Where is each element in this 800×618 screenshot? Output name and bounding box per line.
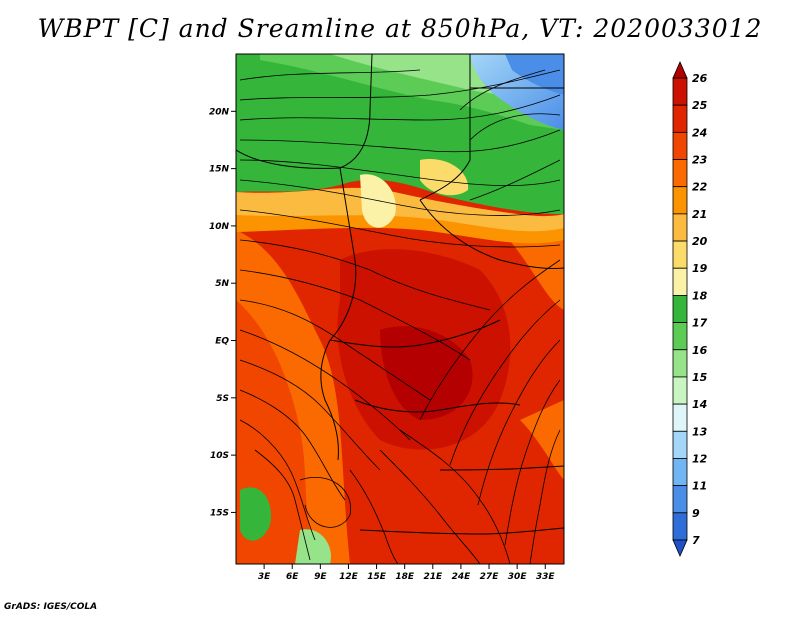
field-22-se: [520, 400, 564, 480]
colorbar-label: 20: [692, 235, 708, 248]
lon-label: 9E: [314, 572, 327, 582]
colorbar-label: 9: [692, 507, 700, 520]
streamlines: [239, 69, 561, 564]
wbpt-field: [236, 54, 564, 564]
colorbar-label: 17: [692, 317, 708, 330]
colorbar-segment: [672, 430, 688, 459]
colorbar-label: 15: [692, 371, 708, 384]
colorbar-label: 16: [692, 344, 708, 357]
colorbar-segment: [672, 376, 688, 405]
colorbar-segment: [672, 512, 688, 541]
country-borders: [236, 54, 564, 535]
colorbar-segment: [672, 403, 688, 432]
colorbar-label: 21: [692, 208, 707, 221]
colorbar-label: 13: [692, 425, 708, 438]
colorbar-label: 18: [692, 289, 708, 302]
colorbar-label: 14: [692, 398, 707, 411]
lon-label: 27E: [480, 572, 500, 582]
colorbar-label: 11: [692, 480, 707, 493]
colorbar-label: 25: [692, 99, 708, 112]
lat-label: EQ: [215, 337, 229, 347]
colorbar: 26 25 24 23 22 21 20 19 18 17 16 15 14 13 12 11 9 7: [672, 61, 708, 557]
lat-label: 10N: [209, 222, 230, 232]
lon-label: 6E: [286, 572, 299, 582]
colorbar-label: 24: [692, 126, 707, 139]
colorbar-label: 12: [692, 452, 708, 465]
colorbar-segment: [672, 485, 688, 514]
lon-label: 3E: [258, 572, 271, 582]
colorbar-label: 26: [692, 72, 708, 85]
colorbar-label: 19: [692, 262, 708, 275]
colorbar-bottom-tip: [672, 539, 688, 557]
field-17-sw: [240, 487, 271, 541]
lon-label: 24E: [452, 572, 472, 582]
colorbar-label: 23: [692, 154, 708, 167]
lat-label: 15N: [209, 165, 230, 175]
lon-label: 33E: [536, 572, 556, 582]
colorbar-segment: [672, 295, 688, 323]
colorbar-segment: [672, 159, 688, 188]
field-26: [380, 326, 473, 420]
colorbar-label: 7: [692, 534, 700, 547]
colorbar-segment: [672, 267, 688, 296]
colorbar-segment: [672, 349, 688, 378]
lon-label: 18E: [395, 572, 415, 582]
field-20: [236, 187, 564, 232]
field-11: [505, 54, 564, 95]
map-frame: [235, 53, 565, 565]
lon-label: 15E: [367, 572, 387, 582]
colorbar-segment: [672, 77, 688, 106]
colorbar-segment: [672, 186, 688, 215]
lon-label: 30E: [508, 572, 528, 582]
lon-label: 12E: [339, 572, 359, 582]
colorbar-segment: [672, 240, 688, 269]
lat-label: 5N: [215, 279, 229, 289]
lat-label: 10S: [210, 451, 229, 461]
map-title: WBPT [C] and Sreamline at 850hPa, VT: 20…: [37, 14, 763, 43]
colorbar-segment: [672, 104, 688, 133]
credit-text: GrADS: IGES/COLA: [4, 602, 98, 612]
colorbar-segment: [672, 458, 688, 487]
colorbar-segment: [672, 131, 688, 160]
lat-label: 20N: [209, 107, 230, 117]
colorbar-top-tip: [672, 61, 688, 79]
colorbar-segment: [672, 213, 688, 242]
field-19: [420, 159, 469, 196]
lon-label: 21E: [423, 572, 443, 582]
lat-label: 15S: [210, 508, 229, 518]
colorbar-segment: [672, 322, 688, 351]
lat-label: 5S: [216, 394, 229, 404]
colorbar-label: 22: [692, 181, 708, 194]
longitude-axis: 3E 6E 9E 12E 15E 18E 21E 24E 27E 30E 33E: [258, 564, 556, 582]
latitude-axis: 20N 15N 10N 5N EQ 5S 10S 15S: [209, 107, 236, 518]
field-15-sw: [295, 529, 331, 564]
field-22-east: [500, 230, 564, 310]
